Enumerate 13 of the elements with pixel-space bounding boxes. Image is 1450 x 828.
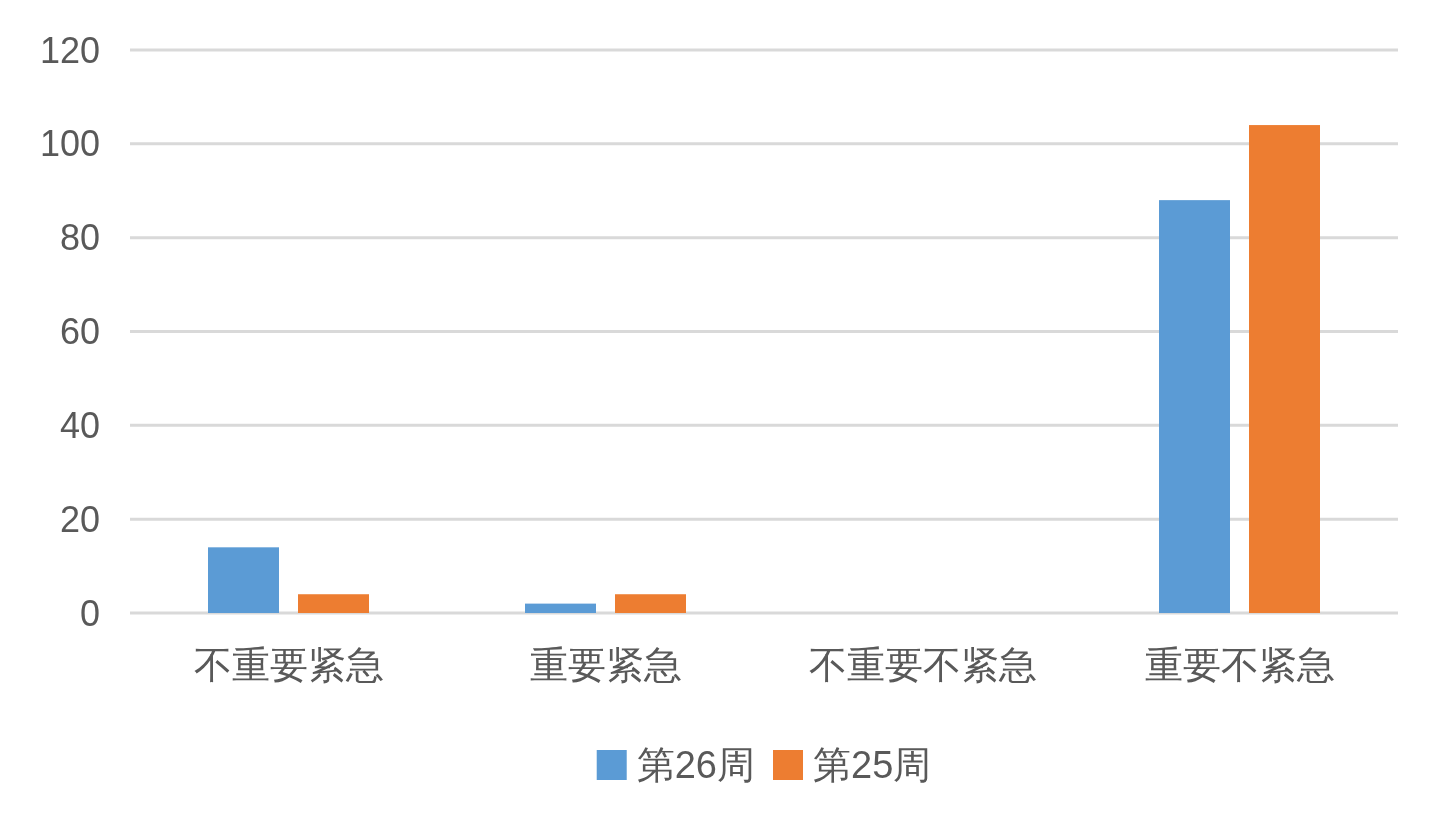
ytick-label: 80 [59, 217, 100, 259]
legend-label: 第26周 [636, 744, 755, 786]
legend-label: 第25周 [813, 744, 932, 786]
ytick-label: 60 [59, 311, 100, 352]
ytick-label: 120 [39, 29, 100, 71]
ytick-label: 20 [59, 498, 100, 540]
ytick-label: 100 [39, 123, 100, 165]
xtick-label: 重要不紧急 [1144, 644, 1335, 686]
ytick-label: 0 [79, 592, 100, 634]
xtick-label: 不重要紧急 [193, 644, 384, 686]
ytick-label: 40 [59, 404, 100, 446]
xtick-label: 不重要不紧急 [808, 644, 1037, 686]
xtick-label: 重要紧急 [529, 644, 682, 686]
